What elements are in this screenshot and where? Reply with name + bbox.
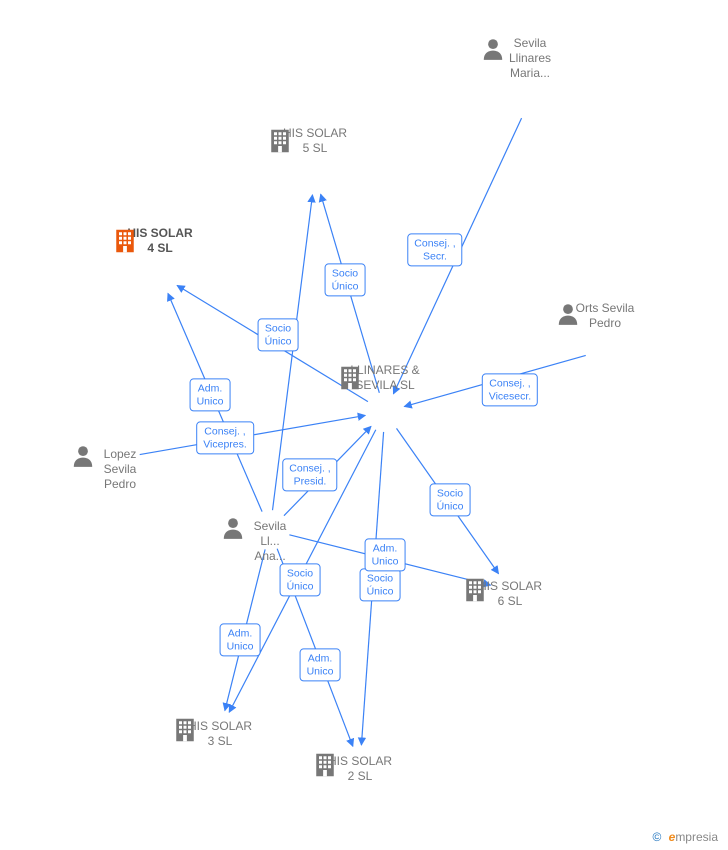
- edge-line: [168, 293, 262, 511]
- footer-attribution: © empresia: [652, 830, 718, 844]
- edge-line: [396, 428, 498, 573]
- edge-line: [140, 415, 366, 454]
- edge-line: [225, 549, 265, 710]
- edge-line: [177, 285, 368, 401]
- edge-line: [229, 430, 376, 712]
- network-edges: [0, 0, 728, 850]
- brand-logo: empresia: [669, 830, 718, 844]
- edge-line: [284, 426, 371, 515]
- edge-line: [277, 549, 353, 747]
- edge-line: [393, 118, 521, 394]
- edge-line: [361, 432, 383, 745]
- edge-line: [404, 355, 585, 406]
- copyright-symbol: ©: [652, 830, 661, 844]
- edge-line: [321, 194, 380, 393]
- edge-line: [273, 195, 313, 510]
- edge-line: [289, 535, 490, 585]
